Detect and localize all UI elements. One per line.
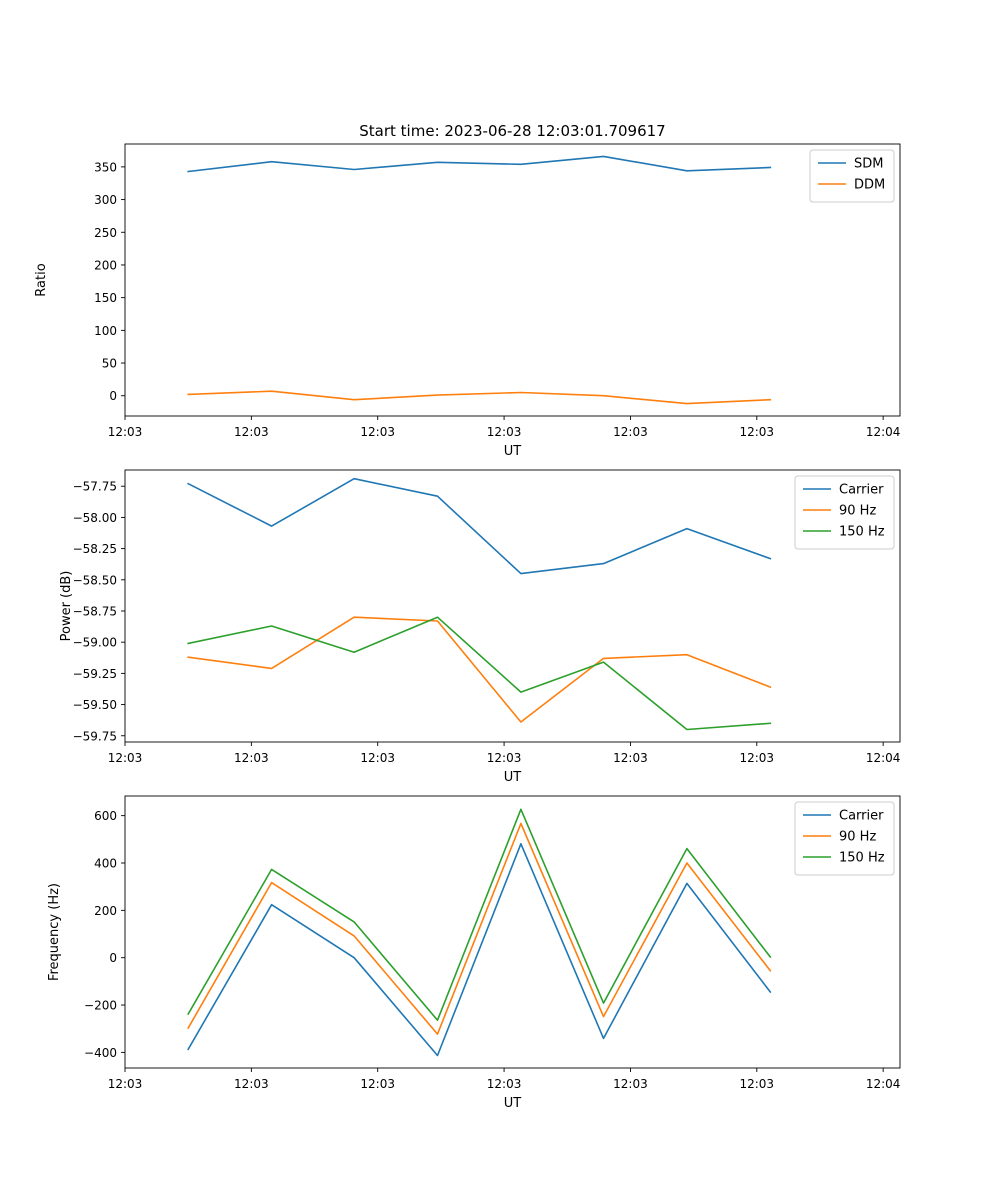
legend-entry-150-hz: 150 Hz — [839, 851, 885, 866]
x-tick-label: 12:03 — [487, 425, 522, 439]
y-tick-label: −58.00 — [73, 511, 117, 525]
x-axis-label: UT — [504, 444, 522, 459]
x-tick-label: 12:03 — [360, 751, 395, 765]
y-tick-label: −59.50 — [73, 698, 117, 712]
x-tick-label: 12:03 — [234, 1077, 269, 1091]
y-tick-label: −200 — [84, 999, 117, 1013]
x-tick-label: 12:03 — [487, 751, 522, 765]
x-axis-label: UT — [504, 770, 522, 785]
y-tick-label: −59.75 — [73, 729, 117, 743]
y-tick-label: 100 — [94, 324, 117, 338]
x-tick-label: 12:04 — [866, 425, 901, 439]
series-line-sdm — [187, 155, 772, 173]
chart-panel-2: −59.75 −59.50 −59.25 −59.00 −58.75 −58.50 −58.… — [59, 469, 901, 785]
legend: Carrier 90 Hz 150 Hz — [794, 475, 895, 550]
y-tick-label: −58.75 — [73, 604, 117, 618]
x-tick-label: 12:03 — [108, 1077, 143, 1091]
chart-panel-3: −400 −200 0 200 400 600 12:03 12:03 12:03 12:03 12… — [47, 795, 901, 1111]
legend-entry-carrier: Carrier — [839, 483, 884, 498]
x-tick-label: 12:03 — [234, 751, 269, 765]
y-tick-label: 200 — [94, 258, 117, 272]
y-tick-label: −59.00 — [73, 636, 117, 650]
y-tick-label: −400 — [84, 1046, 117, 1060]
y-tick-label: −59.25 — [73, 667, 117, 681]
y-tick-label: −57.75 — [73, 480, 117, 494]
legend-entry-carrier: Carrier — [839, 809, 884, 824]
x-tick-label: 12:03 — [360, 425, 395, 439]
legend: SDM DDM — [809, 149, 895, 203]
x-tick-label: 12:03 — [739, 425, 774, 439]
y-tick-label: 200 — [94, 904, 117, 918]
legend-entry-90-hz: 90 Hz — [839, 830, 876, 845]
y-tick-label: 350 — [94, 160, 117, 174]
y-tick-label: 50 — [102, 357, 117, 371]
axes-frame — [124, 795, 901, 1069]
x-tick-label: 12:03 — [234, 425, 269, 439]
legend-entry-90-hz: 90 Hz — [839, 504, 876, 519]
y-axis-label: Frequency (Hz) — [47, 883, 62, 981]
legend: Carrier 90 Hz 150 Hz — [794, 801, 895, 876]
axes-frame — [124, 469, 901, 743]
y-tick-label: 400 — [94, 856, 117, 870]
y-tick-label: 250 — [94, 226, 117, 240]
y-tick-label: 300 — [94, 193, 117, 207]
x-tick-label: 12:03 — [360, 1077, 395, 1091]
y-tick-label: 0 — [109, 389, 117, 403]
figure-title: Start time: 2023-06-28 12:03:01.709617 — [359, 122, 665, 140]
series-line-carrier — [187, 842, 772, 1057]
legend-entry-150-hz: 150 Hz — [839, 525, 885, 540]
x-tick-label: 12:03 — [613, 751, 648, 765]
x-tick-label: 12:03 — [613, 1077, 648, 1091]
legend-entry-ddm: DDM — [854, 178, 885, 193]
y-tick-label: 0 — [109, 951, 117, 965]
chart-panels: 0 50 100 150 200 250 300 350 12:03 12:03 12:03 12:0… — [34, 143, 901, 1111]
x-tick-label: 12:03 — [487, 1077, 522, 1091]
axes-frame — [124, 143, 901, 417]
x-tick-label: 12:03 — [108, 425, 143, 439]
series-line-carrier — [187, 477, 772, 575]
x-axis-label: UT — [504, 1096, 522, 1111]
x-tick-label: 12:04 — [866, 1077, 901, 1091]
x-tick-label: 12:03 — [739, 1077, 774, 1091]
y-axis-label: Power (dB) — [59, 571, 74, 642]
series-line-ddm — [187, 390, 772, 405]
x-tick-label: 12:03 — [739, 751, 774, 765]
x-tick-label: 12:03 — [108, 751, 143, 765]
series-line-90-hz — [187, 822, 772, 1035]
y-axis-label: Ratio — [34, 263, 49, 296]
series-line-150-hz — [187, 616, 772, 731]
y-tick-label: −58.25 — [73, 542, 117, 556]
y-tick-label: 600 — [94, 809, 117, 823]
y-tick-label: 150 — [94, 291, 117, 305]
x-tick-label: 12:03 — [613, 425, 648, 439]
chart-panel-1: 0 50 100 150 200 250 300 350 12:03 12:03 12:03 12:0… — [34, 143, 901, 459]
series-line-90-hz — [187, 616, 772, 723]
y-tick-label: −58.50 — [73, 573, 117, 587]
legend-entry-sdm: SDM — [854, 157, 883, 172]
series-line-150-hz — [187, 808, 772, 1022]
x-tick-label: 12:04 — [866, 751, 901, 765]
